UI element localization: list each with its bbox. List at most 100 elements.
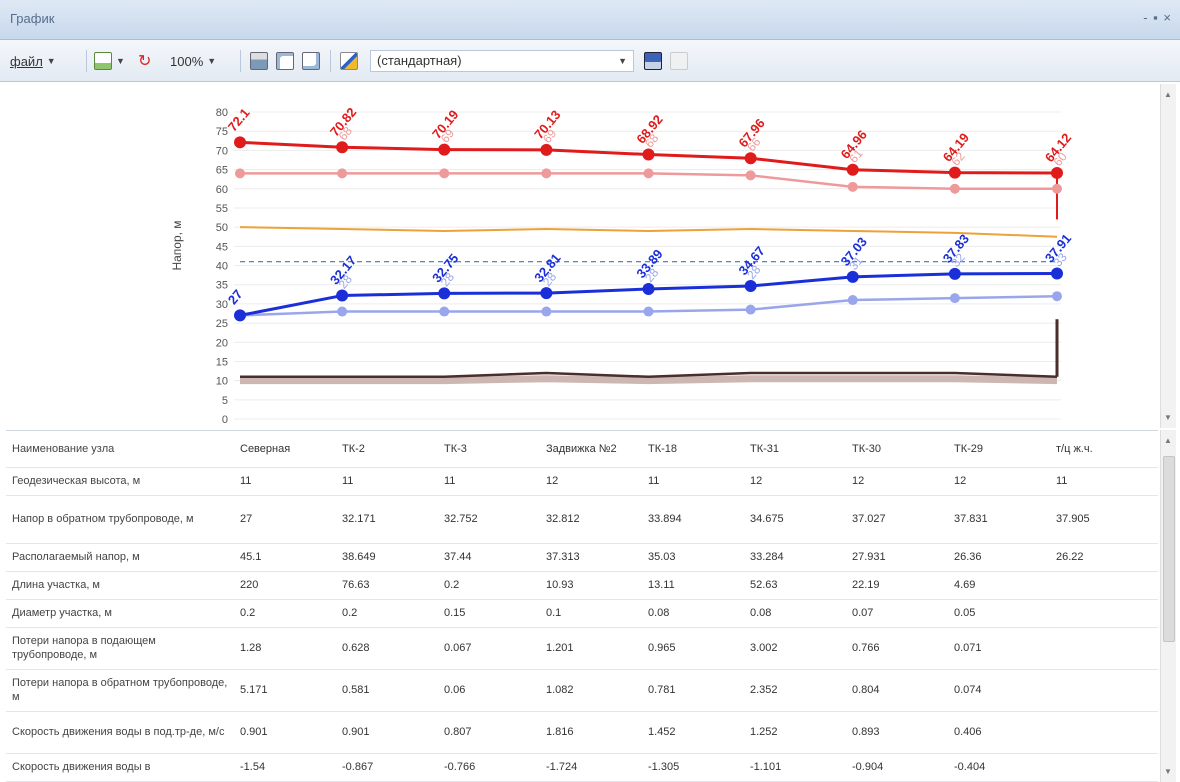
series-point [642,148,655,161]
table-cell: 1.201 [540,627,642,670]
table-cell: 0.2 [438,571,540,600]
y-tick-label: 80 [216,107,228,119]
refresh-button[interactable]: ↻ [138,51,151,71]
chevron-down-icon: ▼ [46,56,56,66]
series-point [948,166,961,179]
series-point [235,168,245,179]
table-cell: 33.284 [744,543,846,572]
table-cell: 34.675 [744,495,846,544]
page-setup-button[interactable] [302,51,320,71]
scroll-up-icon[interactable]: ▲ [1164,436,1172,445]
table-cell: 32.752 [438,495,540,544]
series-available-head [239,226,1058,238]
table-cell: ТК-29 [948,431,1050,468]
table-cell: 11 [642,467,744,496]
table-cell: 0.2 [234,599,336,628]
scroll-down-icon[interactable]: ▼ [1164,413,1172,422]
series-point [336,289,349,302]
table-cell [1050,599,1158,628]
table-cell: 0.08 [744,599,846,628]
scrollbar-thumb[interactable] [1163,456,1175,642]
table-cell: 1.252 [744,711,846,754]
table-cell: 0.06 [438,669,540,712]
series-point [642,282,655,295]
series-point [744,279,757,292]
table-cell: 37.831 [948,495,1050,544]
table-cell: ТК-2 [336,431,438,468]
table-cell: 45.1 [234,543,336,572]
toolbar-separator [86,50,87,72]
table-cell: 0.807 [438,711,540,754]
table-cell: 37.905 [1050,495,1158,544]
table-cell: 22.19 [846,571,948,600]
series-point [439,168,450,179]
print-preview-button[interactable] [276,51,294,71]
table-cell: -0.904 [846,753,948,782]
series-point [438,143,451,156]
table-row: Располагаемый напор, м 45.1 38.649 37.44 37.… [6,543,1158,572]
table-cell: 11 [336,467,438,496]
table-cell: ТК-30 [846,431,948,468]
table-cell: 76.63 [336,571,438,600]
table-cell: 26.22 [1050,543,1158,572]
table-cell: 0.2 [336,599,438,628]
series-ground-band [240,375,1058,385]
table-cell: 0.067 [438,627,540,670]
row-label: Потери напора в обратном трубопроводе, м [6,669,234,712]
table-row: Геодезическая высота, м 11 11 11 12 11 12 12 12 1… [6,467,1158,496]
scroll-up-icon[interactable]: ▲ [1164,90,1172,99]
row-label: Геодезическая высота, м [6,467,234,496]
file-menu-label: файл [10,53,43,69]
table-cell: 11 [1050,467,1158,496]
table-cell: 4.69 [948,571,1050,600]
table-cell: 0.804 [846,669,948,712]
new-doc-button[interactable]: ▼ [94,51,125,71]
file-menu-button[interactable]: файл ▼ [10,51,56,71]
zoom-select[interactable]: 100% ▼ [170,51,216,71]
series-point [540,287,553,300]
table-cell: 38.649 [336,543,438,572]
table-cell: 1.082 [540,669,642,712]
table-cell: 0.781 [642,669,744,712]
table-cell: 0.05 [948,599,1050,628]
window-controls[interactable]: - ▪ × [1143,10,1172,25]
toolbar: файл ▼ ▼ ↻ 100% ▼ (стандартная) ▼ [0,40,1180,82]
chart-scrollbar[interactable]: ▲ ▼ [1160,84,1176,428]
y-tick-label: 25 [216,318,228,330]
table-cell [1050,753,1158,782]
table-row: Напор в обратном трубопроводе, м 27 32.171… [6,495,1158,544]
chart-settings-button[interactable] [340,51,358,71]
y-tick-label: 55 [216,203,228,215]
table-row: Скорость движения воды в под.тр-де, м/с 0… [6,711,1158,754]
y-tick-label: 15 [216,356,228,368]
table-cell: 32.812 [540,495,642,544]
export-button[interactable] [670,51,688,71]
save-button[interactable] [644,51,662,71]
series-point [541,306,552,317]
series-point [438,287,451,300]
table-scrollbar[interactable]: ▲ ▼ [1160,430,1176,782]
print-button[interactable] [250,51,268,71]
scheme-value: (стандартная) [377,53,462,68]
table-cell: 0.074 [948,669,1050,712]
table-row: Потери напора в обратном трубопроводе, м… [6,669,1158,712]
row-label: Располагаемый напор, м [6,543,234,572]
table-cell: 0.628 [336,627,438,670]
y-tick-label: 70 [216,145,228,157]
table-cell: 12 [846,467,948,496]
scroll-down-icon[interactable]: ▼ [1164,767,1172,776]
table-cell: -0.404 [948,753,1050,782]
y-tick-label: 20 [216,337,228,349]
y-tick-label: 10 [216,376,228,388]
series-ground-line [240,371,1058,379]
table-cell: -0.867 [336,753,438,782]
chevron-down-icon: ▼ [618,56,627,66]
table-cell: 37.027 [846,495,948,544]
series-point [540,143,553,156]
y-tick-label: 0 [222,414,228,426]
table-cell: -1.305 [642,753,744,782]
table-cell [1050,571,1158,600]
table-cell: 5.171 [234,669,336,712]
table-cell: 0.1 [540,599,642,628]
scheme-select[interactable]: (стандартная) ▼ [370,50,634,72]
